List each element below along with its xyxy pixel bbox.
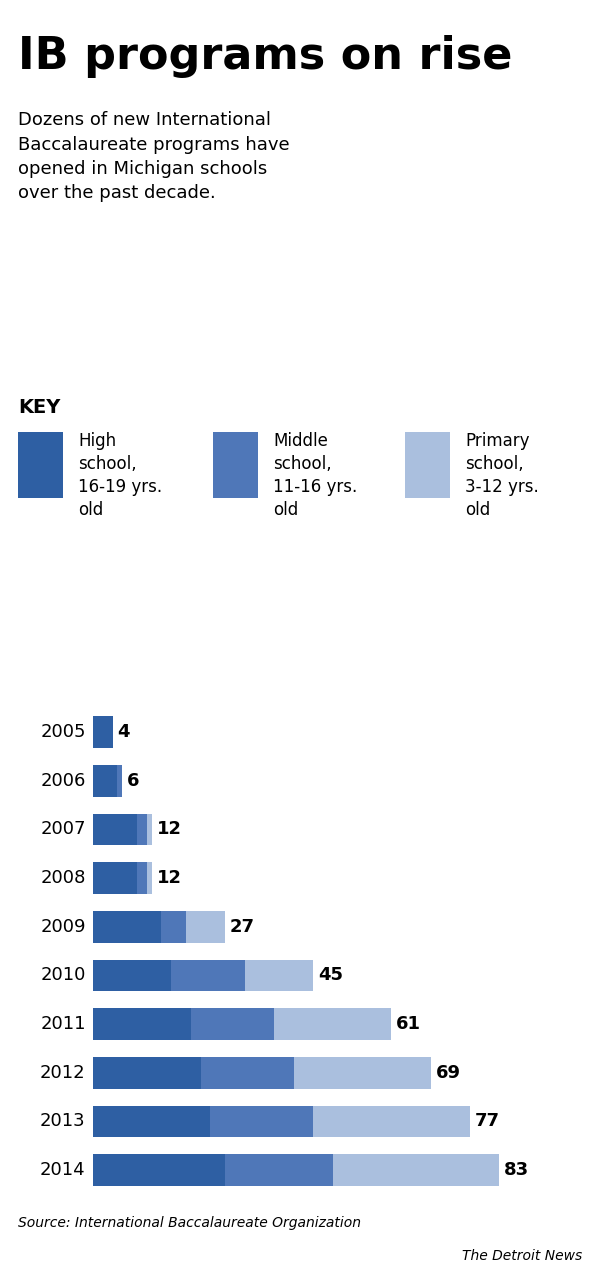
Text: 83: 83 <box>504 1162 529 1179</box>
Text: Primary
school,
3-12 yrs.
old: Primary school, 3-12 yrs. old <box>465 432 539 520</box>
Bar <box>137 814 147 846</box>
Text: KEY: KEY <box>18 398 61 417</box>
Text: 2013: 2013 <box>40 1112 86 1130</box>
Bar <box>332 1154 499 1186</box>
Text: 2006: 2006 <box>40 772 86 790</box>
Text: 2009: 2009 <box>40 918 86 935</box>
Text: 6: 6 <box>127 772 140 790</box>
Bar <box>93 1106 211 1138</box>
Bar <box>186 911 225 943</box>
Bar <box>118 765 122 796</box>
Text: 77: 77 <box>475 1112 500 1130</box>
Text: 2007: 2007 <box>40 820 86 838</box>
Text: 12: 12 <box>157 820 182 838</box>
Bar <box>211 1106 313 1138</box>
Text: 4: 4 <box>118 723 130 741</box>
Bar <box>93 1009 191 1040</box>
Bar <box>293 1057 431 1088</box>
Text: 2005: 2005 <box>40 723 86 741</box>
Text: IB programs on rise: IB programs on rise <box>18 35 512 78</box>
Text: Dozens of new International
Baccalaureate programs have
opened in Michigan schoo: Dozens of new International Baccalaureat… <box>18 111 290 202</box>
Text: 45: 45 <box>318 967 343 985</box>
Text: 27: 27 <box>230 918 255 935</box>
Bar <box>93 1057 200 1088</box>
Bar <box>225 1154 332 1186</box>
Bar <box>171 959 245 991</box>
Text: 2014: 2014 <box>40 1162 86 1179</box>
Bar <box>191 1009 274 1040</box>
Text: High
school,
16-19 yrs.
old: High school, 16-19 yrs. old <box>78 432 162 520</box>
Text: 2011: 2011 <box>40 1015 86 1033</box>
Bar <box>93 959 171 991</box>
Bar <box>93 765 118 796</box>
Text: 12: 12 <box>157 870 182 887</box>
Bar <box>93 717 113 748</box>
Text: 2012: 2012 <box>40 1064 86 1082</box>
Bar <box>137 862 147 894</box>
Bar <box>93 1154 225 1186</box>
Bar <box>274 1009 391 1040</box>
Bar <box>147 862 152 894</box>
Bar <box>147 814 152 846</box>
Bar <box>245 959 313 991</box>
Text: Source: International Baccalaureate Organization: Source: International Baccalaureate Orga… <box>18 1216 361 1230</box>
Text: 61: 61 <box>396 1015 421 1033</box>
Bar <box>200 1057 293 1088</box>
Bar <box>93 862 137 894</box>
Bar <box>93 911 161 943</box>
Text: 69: 69 <box>436 1064 460 1082</box>
Text: The Detroit News: The Detroit News <box>462 1249 582 1263</box>
Text: 2010: 2010 <box>40 967 86 985</box>
Bar <box>93 814 137 846</box>
Bar <box>161 911 186 943</box>
Bar <box>313 1106 470 1138</box>
Text: 2008: 2008 <box>40 870 86 887</box>
Text: Middle
school,
11-16 yrs.
old: Middle school, 11-16 yrs. old <box>273 432 357 520</box>
